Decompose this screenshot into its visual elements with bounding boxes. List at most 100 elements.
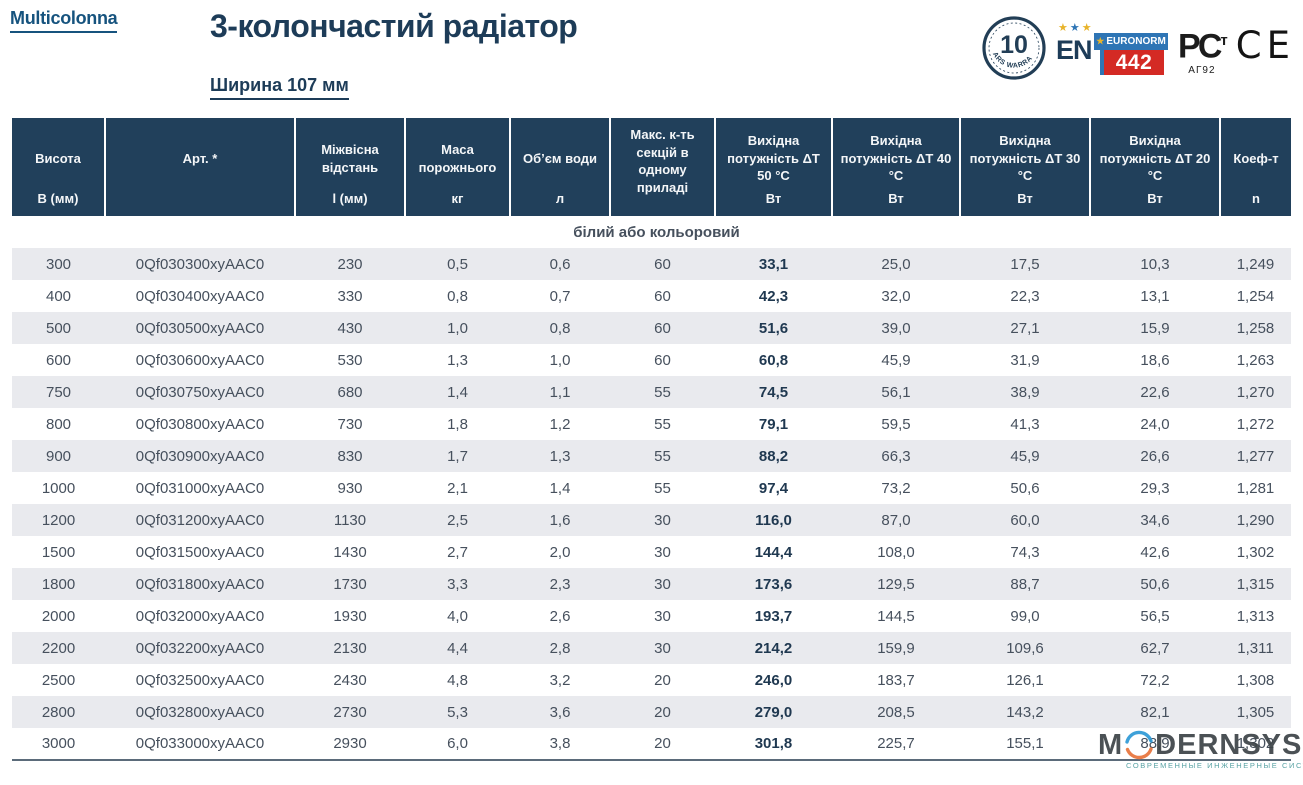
table-cell: 4,0 bbox=[405, 600, 510, 632]
table-cell: 1,3 bbox=[510, 440, 610, 472]
page-subtitle: Ширина 107 мм bbox=[210, 75, 349, 100]
table-cell: 0Qf030800xyAAC0 bbox=[105, 408, 295, 440]
column-header: Маса порожнього кг bbox=[404, 118, 511, 216]
table-cell: 60 bbox=[610, 280, 715, 312]
table-cell: 0Qf030600xyAAC0 bbox=[105, 344, 295, 376]
table-cell: 1,258 bbox=[1220, 312, 1291, 344]
table-row: 2000 0Qf032000xyAAC0 1930 4,0 2,6 30 193,7 144,… bbox=[12, 600, 1291, 632]
en442-euronorm-badge: ★★★ EN ★ EURONORM 442 bbox=[1056, 22, 1169, 75]
table-row: 500 0Qf030500xyAAC0 430 1,0 0,8 60 51,6 39,0 27,… bbox=[12, 312, 1291, 344]
table-cell: 500 bbox=[12, 312, 105, 344]
star-icon: ★ bbox=[1096, 36, 1105, 46]
table-cell: 25,0 bbox=[832, 248, 960, 280]
column-unit: Вт bbox=[1017, 191, 1033, 206]
table-cell: 3000 bbox=[12, 728, 105, 761]
modernsys-logo-icon bbox=[1125, 730, 1153, 760]
table-cell: 33,1 bbox=[715, 248, 832, 280]
table-cell: 0Qf032200xyAAC0 bbox=[105, 632, 295, 664]
modernsys-watermark: M DERNSYS СОВРЕМЕННЫЕ ИНЖЕНЕРНЫЕ СИСТЕМЫ bbox=[1098, 730, 1303, 770]
table-cell: 1,313 bbox=[1220, 600, 1291, 632]
table-cell: 73,2 bbox=[832, 472, 960, 504]
table-cell: 18,6 bbox=[1090, 344, 1220, 376]
table-cell: 0Qf031200xyAAC0 bbox=[105, 504, 295, 536]
table-cell: 10,3 bbox=[1090, 248, 1220, 280]
table-cell: 3,6 bbox=[510, 696, 610, 728]
column-header: Макс. к-ть секцій в одному приладі bbox=[609, 118, 716, 216]
table-cell: 116,0 bbox=[715, 504, 832, 536]
table-row: 2500 0Qf032500xyAAC0 2430 4,8 3,2 20 246,0 183,… bbox=[12, 664, 1291, 696]
table-row: 800 0Qf030800xyAAC0 730 1,8 1,2 55 79,1 59,5 41,… bbox=[12, 408, 1291, 440]
table-cell: 330 bbox=[295, 280, 405, 312]
table-cell: 155,1 bbox=[960, 728, 1090, 761]
table-cell: 50,6 bbox=[1090, 568, 1220, 600]
table-cell: 42,3 bbox=[715, 280, 832, 312]
table-cell: 230 bbox=[295, 248, 405, 280]
table-cell: 0Qf032800xyAAC0 bbox=[105, 696, 295, 728]
table-cell: 144,4 bbox=[715, 536, 832, 568]
column-header: Висота В (мм) bbox=[12, 118, 106, 216]
table-cell: 0Qf030500xyAAC0 bbox=[105, 312, 295, 344]
warranty-10-years-icon: 10 YEARS WARRANTY bbox=[982, 16, 1046, 80]
table-row: 1800 0Qf031800xyAAC0 1730 3,3 2,3 30 173,6 129,… bbox=[12, 568, 1291, 600]
table-cell: 0,8 bbox=[405, 280, 510, 312]
table-cell: 60,8 bbox=[715, 344, 832, 376]
table-cell: 0Qf030900xyAAC0 bbox=[105, 440, 295, 472]
table-cell: 2,6 bbox=[510, 600, 610, 632]
table-cell: 930 bbox=[295, 472, 405, 504]
table-cell: 1,3 bbox=[405, 344, 510, 376]
column-unit: Вт bbox=[765, 191, 782, 206]
table-cell: 1,272 bbox=[1220, 408, 1291, 440]
table-cell: 39,0 bbox=[832, 312, 960, 344]
table-cell: 32,0 bbox=[832, 280, 960, 312]
table-cell: 0,5 bbox=[405, 248, 510, 280]
table-row: 900 0Qf030900xyAAC0 830 1,7 1,3 55 88,2 66,3 45,… bbox=[12, 440, 1291, 472]
table-cell: 1,0 bbox=[510, 344, 610, 376]
table-cell: 0Qf030400xyAAC0 bbox=[105, 280, 295, 312]
table-header: Висота В (мм) Арт. * Міжвісна відстань l (мм… bbox=[12, 118, 1291, 216]
table-cell: 2130 bbox=[295, 632, 405, 664]
table-cell: 97,4 bbox=[715, 472, 832, 504]
table-cell: 27,1 bbox=[960, 312, 1090, 344]
column-unit bbox=[109, 191, 291, 208]
section-label: білий або кольоровий bbox=[12, 216, 1291, 248]
column-unit: Вт bbox=[1147, 191, 1163, 206]
table-cell: 1500 bbox=[12, 536, 105, 568]
table-cell: 0,8 bbox=[510, 312, 610, 344]
table-cell: 1000 bbox=[12, 472, 105, 504]
table-cell: 88,7 bbox=[960, 568, 1090, 600]
table-cell: 750 bbox=[12, 376, 105, 408]
table-cell: 1,281 bbox=[1220, 472, 1291, 504]
column-header: Арт. * bbox=[104, 118, 296, 216]
table-cell: 0Qf033000xyAAC0 bbox=[105, 728, 295, 761]
table-cell: 66,3 bbox=[832, 440, 960, 472]
table-cell: 0Qf031000xyAAC0 bbox=[105, 472, 295, 504]
column-header: Коеф-т n bbox=[1219, 118, 1291, 216]
table-cell: 24,0 bbox=[1090, 408, 1220, 440]
table-cell: 1,315 bbox=[1220, 568, 1291, 600]
table-cell: 108,0 bbox=[832, 536, 960, 568]
column-unit: кг bbox=[451, 191, 464, 206]
table-cell: 20 bbox=[610, 664, 715, 696]
page-title: 3-колончастий радіатор bbox=[210, 8, 578, 44]
table-cell: 3,2 bbox=[510, 664, 610, 696]
column-unit: л bbox=[555, 191, 565, 206]
table-cell: 3,3 bbox=[405, 568, 510, 600]
table-cell: 60 bbox=[610, 312, 715, 344]
watermark-text-rest: DERNSYS bbox=[1155, 729, 1303, 761]
table-cell: 50,6 bbox=[960, 472, 1090, 504]
table-cell: 208,5 bbox=[832, 696, 960, 728]
table-cell: 4,8 bbox=[405, 664, 510, 696]
table-cell: 2730 bbox=[295, 696, 405, 728]
table-row: 1000 0Qf031000xyAAC0 930 2,1 1,4 55 97,4 73,2 50… bbox=[12, 472, 1291, 504]
table-cell: 2,0 bbox=[510, 536, 610, 568]
watermark-text-first: M bbox=[1098, 729, 1124, 761]
table-cell: 193,7 bbox=[715, 600, 832, 632]
table-cell: 30 bbox=[610, 504, 715, 536]
table-cell: 45,9 bbox=[832, 344, 960, 376]
table-cell: 400 bbox=[12, 280, 105, 312]
table-cell: 22,3 bbox=[960, 280, 1090, 312]
table-cell: 30 bbox=[610, 632, 715, 664]
table-cell: 79,1 bbox=[715, 408, 832, 440]
table-cell: 0Qf031500xyAAC0 bbox=[105, 536, 295, 568]
table-cell: 0Qf031800xyAAC0 bbox=[105, 568, 295, 600]
